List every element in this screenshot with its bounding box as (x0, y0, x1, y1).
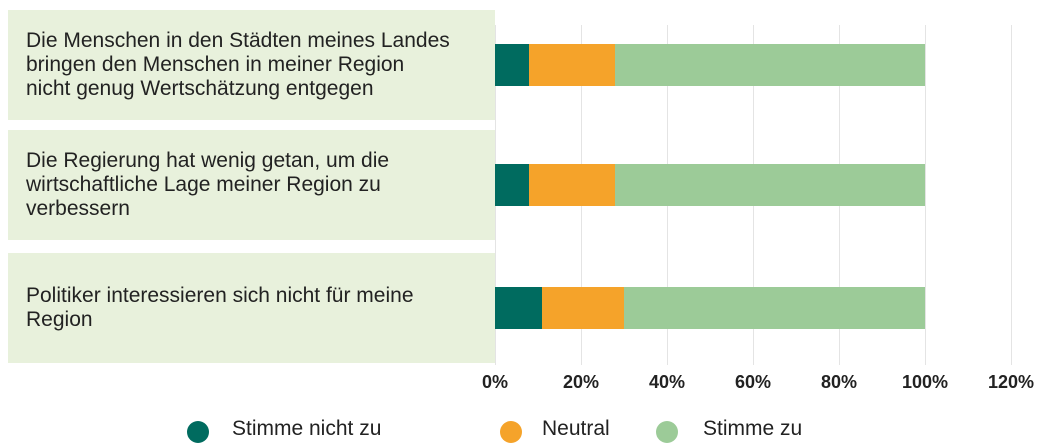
legend-swatch (656, 421, 678, 443)
category-text: Die Regierung hat wenig getan, um die wi… (26, 148, 390, 221)
x-tick-label: 120% (987, 372, 1035, 392)
bar-segment (495, 44, 530, 86)
x-tick-label: 40% (648, 372, 686, 392)
x-tick-label: 0% (481, 372, 509, 392)
x-tick-label: 100% (901, 372, 949, 392)
legend-label: Stimme zu (703, 417, 803, 440)
bar-segment (495, 164, 530, 206)
bar-segment (529, 164, 616, 206)
bar-segment (529, 44, 616, 86)
bar-segment (615, 164, 925, 206)
bar-segment (624, 287, 925, 329)
category-text: Die Menschen in den Städten meines Lande… (26, 28, 450, 101)
category-text: Politiker interessieren sich nicht für m… (26, 283, 414, 331)
grid-line (1011, 25, 1012, 365)
x-tick-label: 60% (734, 372, 772, 392)
legend-swatch (187, 421, 209, 443)
bar-segment (542, 287, 624, 329)
legend-label: Stimme nicht zu (232, 417, 382, 440)
grid-line (925, 25, 926, 365)
legend-label: Neutral (542, 417, 610, 440)
bar-segment (615, 44, 925, 86)
x-tick-label: 80% (820, 372, 858, 392)
category-label: Politiker interessieren sich nicht für m… (8, 253, 495, 363)
legend-swatch (500, 421, 522, 443)
category-label: Die Menschen in den Städten meines Lande… (8, 10, 495, 120)
bar-segment (495, 287, 543, 329)
category-label: Die Regierung hat wenig getan, um die wi… (8, 130, 495, 240)
x-tick-label: 20% (562, 372, 600, 392)
